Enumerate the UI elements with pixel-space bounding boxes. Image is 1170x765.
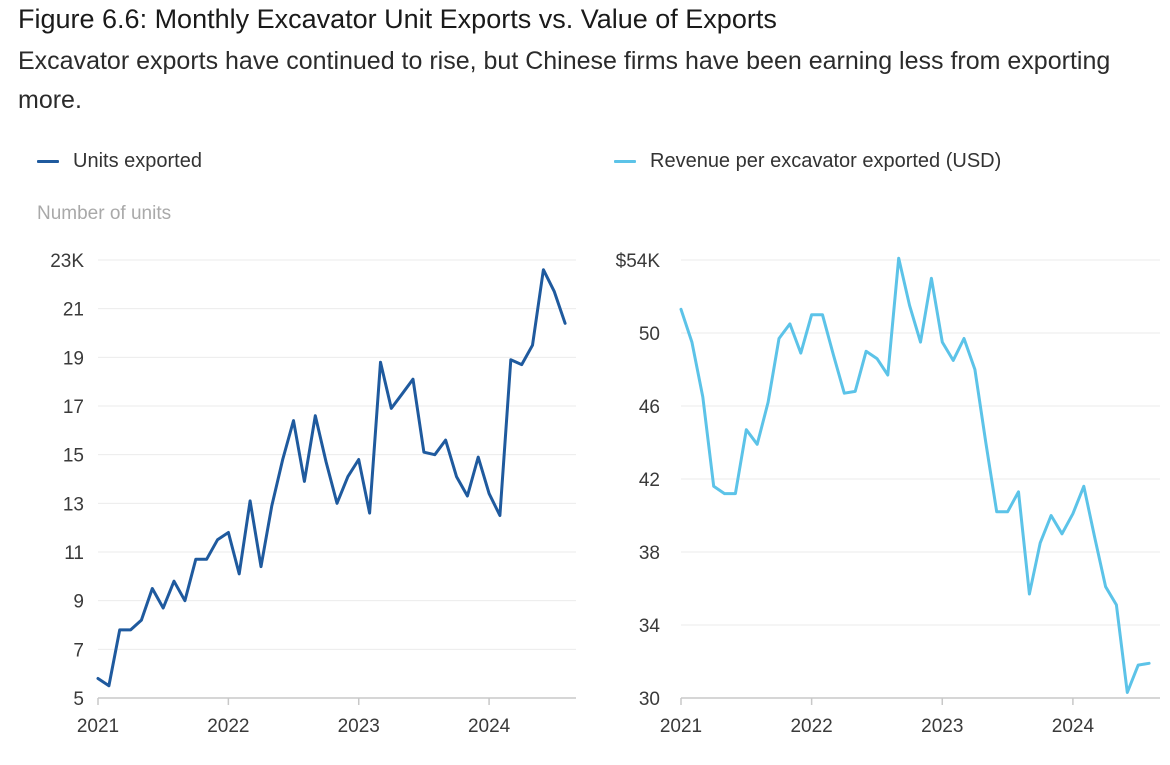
legend-units: Units exported [37, 150, 202, 173]
units-y-tick-label: 19 [63, 348, 84, 369]
units-x-tick-label: 2021 [77, 716, 119, 737]
revenue-series-line [679, 256, 1151, 694]
revenue-y-tick-label: 30 [639, 689, 660, 710]
units-y-tick-label: 5 [73, 689, 84, 710]
revenue-x-tick-label: 2023 [921, 716, 963, 737]
figure-subtitle: Excavator exports have continued to rise… [18, 47, 1111, 114]
units-y-tick-label: 23K [50, 251, 84, 272]
units-y-tick-label: 9 [73, 592, 84, 613]
revenue-y-tick-label: 34 [639, 616, 661, 637]
units-y-tick-label: 11 [64, 543, 84, 564]
units-y-tick-label: 15 [63, 446, 84, 467]
legend-label-units: Units exported [73, 150, 202, 172]
revenue-x-tick-label: 2022 [790, 716, 832, 737]
left-axis-title: Number of units [37, 203, 172, 224]
revenue-y-tick-label: 46 [639, 397, 660, 418]
units-y-tick-label: 13 [63, 494, 84, 515]
revenue-y-tick-label: 50 [639, 324, 660, 345]
units-y-tick-label: 7 [73, 640, 84, 661]
units-y-tick-label: 21 [63, 300, 84, 321]
units-y-tick-label: 17 [63, 397, 84, 418]
revenue-y-tick-label: 42 [639, 470, 660, 491]
legend-revenue: Revenue per excavator exported (USD) [614, 150, 1001, 173]
units-series-line [96, 268, 567, 688]
revenue-y-tick-label: 38 [639, 543, 660, 564]
units-x-tick-label: 2023 [338, 716, 380, 737]
legend-swatch-units [37, 160, 59, 163]
revenue-x-tick-label: 2021 [660, 716, 702, 737]
revenue-y-tick-label: $54K [616, 251, 661, 272]
revenue-x-tick-label: 2024 [1052, 716, 1095, 737]
units-x-tick-label: 2024 [468, 716, 511, 737]
legend-label-revenue: Revenue per excavator exported (USD) [650, 150, 1002, 172]
units-x-tick-label: 2022 [207, 716, 249, 737]
legend-swatch-revenue [614, 160, 636, 163]
figure-title: Figure 6.6: Monthly Excavator Unit Expor… [18, 4, 777, 34]
